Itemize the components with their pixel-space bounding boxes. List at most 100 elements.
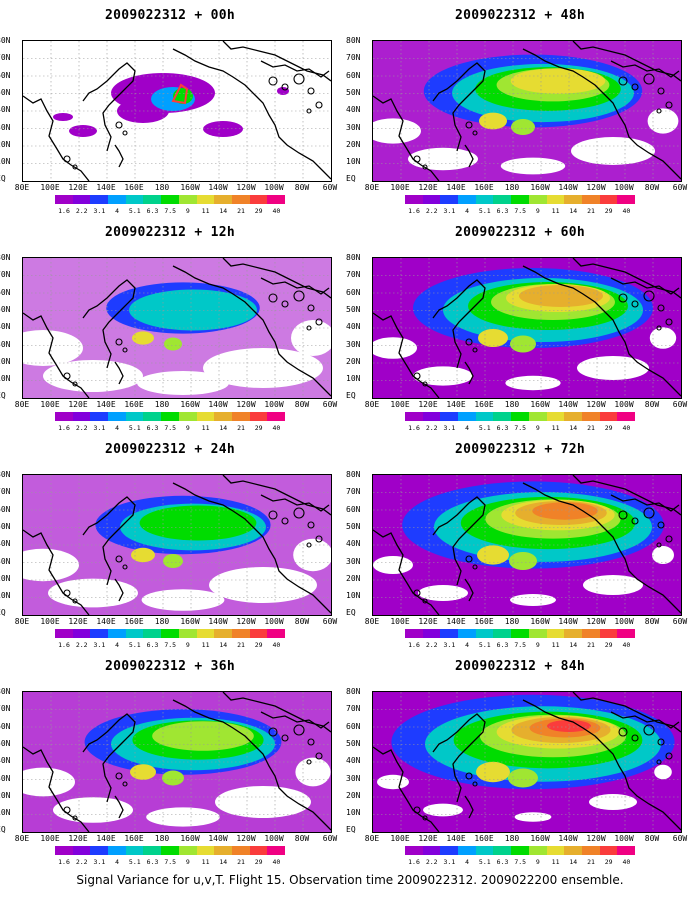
longitude-label: 180 bbox=[504, 400, 520, 409]
colorbar-label: 11 bbox=[551, 858, 560, 866]
latitude-label: 50N bbox=[0, 521, 11, 531]
map-panel: 2009022312 + 72h 80N 70N 60N 50N 40N 30N 20N 10N… bbox=[346, 442, 690, 660]
colorbar-swatch bbox=[267, 629, 285, 638]
longitude-label: 160W bbox=[180, 834, 200, 843]
colorbar-swatch bbox=[581, 195, 600, 204]
colorbar bbox=[405, 629, 635, 638]
longitude-label: 160E bbox=[474, 183, 494, 192]
colorbar-label: 21 bbox=[237, 424, 245, 432]
colorbar-swatch bbox=[493, 629, 512, 638]
latitude-label: 40N bbox=[0, 756, 11, 766]
latitude-label: 20N bbox=[0, 790, 11, 800]
colorbar-labels: 1.6 2.2 3.1 4 5.1 6.3 7.5 9 11 14 21 29 40 bbox=[405, 424, 675, 434]
panel-title: 2009022312 + 36h bbox=[104, 659, 236, 674]
latitude-label: 70N bbox=[346, 53, 361, 63]
colorbar-label: 6.3 bbox=[146, 424, 159, 432]
map-panel: 2009022312 + 60h 80N 70N 60N 50N 40N 30N 20N 10N… bbox=[346, 225, 690, 443]
latitude-label: 80N bbox=[0, 687, 11, 696]
colorbar-swatch bbox=[528, 629, 547, 638]
colorbar-label: 4 bbox=[115, 858, 120, 866]
colorbar-swatch bbox=[55, 629, 73, 638]
colorbar-labels: 1.6 2.2 3.1 4 5.1 6.3 7.5 9 11 14 21 29 40 bbox=[405, 858, 675, 868]
map-panel: 2009022312 + 12h 80N 70N 60N 50N 40N 30N 20N 10N… bbox=[0, 225, 340, 443]
colorbar-label: 29 bbox=[254, 207, 263, 215]
colorbar-swatch bbox=[564, 195, 582, 204]
colorbar-swatch bbox=[599, 846, 618, 855]
colorbar-swatch bbox=[90, 195, 109, 204]
longitude-label: 100W bbox=[264, 183, 284, 192]
colorbar-swatch bbox=[440, 195, 459, 204]
colorbar-swatch bbox=[581, 412, 600, 421]
colorbar-label: 40 bbox=[622, 424, 631, 432]
colorbar-swatch bbox=[493, 195, 512, 204]
latitude-label: 20N bbox=[346, 790, 361, 800]
colorbar-swatch bbox=[108, 412, 126, 421]
longitude-label: 80W bbox=[644, 400, 660, 409]
longitude-label: 140E bbox=[446, 400, 466, 409]
colorbar-label: 40 bbox=[272, 424, 281, 432]
longitude-label: 80W bbox=[644, 183, 660, 192]
colorbar-label: 5.1 bbox=[128, 641, 141, 649]
colorbar-swatch bbox=[511, 629, 529, 638]
colorbar-label: 40 bbox=[622, 641, 631, 649]
latitude-label: 10N bbox=[0, 157, 11, 167]
colorbar-label: 3.1 bbox=[93, 858, 106, 866]
colorbar-label: 9 bbox=[185, 641, 190, 649]
colorbar-swatch bbox=[90, 412, 109, 421]
colorbar-labels: 1.6 2.2 3.1 4 5.1 6.3 7.5 9 11 14 21 29 40 bbox=[405, 207, 675, 217]
longitude-label: 120E bbox=[68, 400, 88, 409]
colorbar-swatch bbox=[422, 629, 441, 638]
longitude-label: 140W bbox=[208, 617, 228, 626]
colorbar-swatch bbox=[475, 412, 494, 421]
variance-map bbox=[372, 691, 682, 833]
latitude-label: 80N bbox=[0, 470, 11, 479]
colorbar-swatch bbox=[511, 412, 529, 421]
longitude-label: 80E bbox=[364, 834, 380, 843]
colorbar-swatch bbox=[249, 412, 268, 421]
colorbar-swatch bbox=[55, 195, 73, 204]
colorbar-label: 3.1 bbox=[93, 641, 106, 649]
map-panel: 2009022312 + 48h 80N 70N 60N 50N 40N 30N 20N 10N… bbox=[346, 8, 690, 226]
colorbar-label: 7.5 bbox=[164, 424, 177, 432]
colorbar-label: 5.1 bbox=[128, 858, 141, 866]
colorbar-label: 2.2 bbox=[425, 207, 438, 215]
colorbar-label: 1.6 bbox=[58, 424, 70, 432]
colorbar-label: 11 bbox=[201, 641, 210, 649]
colorbar-swatch bbox=[72, 412, 91, 421]
panel-title: 2009022312 + 48h bbox=[454, 8, 586, 23]
colorbar-label: 7.5 bbox=[514, 858, 527, 866]
latitude-label: 40N bbox=[346, 756, 361, 766]
latitude-label: 40N bbox=[0, 322, 11, 332]
panel-title: 2009022312 + 72h bbox=[454, 442, 586, 457]
longitude-label: 160W bbox=[530, 834, 550, 843]
colorbar-label: 4 bbox=[115, 207, 120, 215]
longitude-label: 100W bbox=[264, 400, 284, 409]
latitude-label: 10N bbox=[346, 591, 361, 601]
colorbar-swatch bbox=[214, 846, 232, 855]
colorbar-label: 14 bbox=[219, 424, 228, 432]
latitude-label: 80N bbox=[346, 687, 361, 696]
longitude-label: 120W bbox=[236, 617, 256, 626]
colorbar-label: 14 bbox=[219, 858, 228, 866]
colorbar-label: 6.3 bbox=[496, 424, 509, 432]
colorbar-label: 7.5 bbox=[514, 207, 527, 215]
latitude-label: 50N bbox=[0, 738, 11, 748]
longitude-label: 120E bbox=[68, 834, 88, 843]
latitude-label: 60N bbox=[346, 70, 361, 80]
colorbar-label: 21 bbox=[237, 641, 245, 649]
colorbar-swatch bbox=[196, 195, 215, 204]
colorbar-swatch bbox=[231, 846, 250, 855]
colorbar-label: 14 bbox=[569, 641, 578, 649]
longitude-label: 120W bbox=[586, 183, 606, 192]
colorbar-swatch bbox=[458, 195, 476, 204]
longitude-label: 80E bbox=[364, 183, 380, 192]
longitude-label: 180 bbox=[154, 400, 170, 409]
colorbar-swatch bbox=[440, 412, 459, 421]
colorbar-swatch bbox=[143, 629, 162, 638]
colorbar-swatch bbox=[493, 412, 512, 421]
panel-title: 2009022312 + 24h bbox=[104, 442, 236, 457]
colorbar-swatch bbox=[231, 629, 250, 638]
longitude-label: 100E bbox=[40, 183, 60, 192]
latitude-label: 40N bbox=[346, 539, 361, 549]
colorbar-label: 2.2 bbox=[425, 424, 438, 432]
